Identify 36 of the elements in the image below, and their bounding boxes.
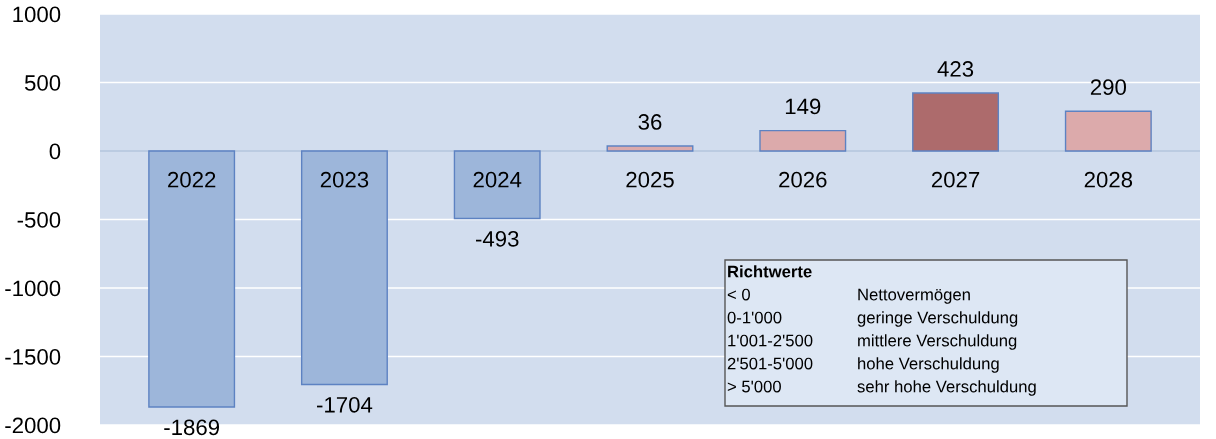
annotation: 1'001-2'500 xyxy=(728,334,813,347)
annotation: Richtwerte xyxy=(728,265,812,278)
y-tick-label: -500 xyxy=(17,212,61,228)
annotation: mittlere Verschuldung xyxy=(858,334,1017,350)
bar xyxy=(606,145,694,152)
data-label: -493 xyxy=(475,230,519,247)
y-tick-label: 500 xyxy=(24,75,61,91)
y-tick-label: -1500 xyxy=(5,349,61,365)
annotation: 2'501-5'000 xyxy=(727,357,813,370)
annotation: geringe Verschuldung xyxy=(857,311,1018,327)
x-tick-label: 2028 xyxy=(1084,171,1133,188)
annotation: sehr hohe Verschuldung xyxy=(857,380,1036,396)
data-label: 290 xyxy=(1090,79,1126,96)
bar xyxy=(1064,110,1152,152)
bar xyxy=(759,129,847,152)
x-tick-label: 2025 xyxy=(626,171,674,188)
annotation: < 0 xyxy=(727,288,750,301)
annotation: hohe Verschuldung xyxy=(858,357,999,373)
bar xyxy=(912,92,1000,152)
y-tick-label: -1000 xyxy=(5,280,61,297)
data-label: -1704 xyxy=(317,396,373,413)
data-label: 149 xyxy=(785,98,821,115)
x-tick-label: 2027 xyxy=(931,171,980,188)
x-tick-label: 2026 xyxy=(779,171,827,188)
data-label: 423 xyxy=(937,61,974,77)
y-tick-label: 0 xyxy=(49,143,61,160)
y-tick-label: 1000 xyxy=(13,6,61,23)
data-label: -1869 xyxy=(164,419,220,436)
x-tick-label: 2023 xyxy=(320,171,369,188)
x-tick-label: 2024 xyxy=(473,171,522,188)
annotation: > 5'000 xyxy=(727,380,781,393)
data-label: 36 xyxy=(638,114,662,130)
annotation: Nettovermögen xyxy=(858,288,970,304)
annotation: 0-1'000 xyxy=(727,311,782,324)
x-tick-label: 2022 xyxy=(168,171,216,188)
y-tick-label: -2000 xyxy=(5,417,61,434)
